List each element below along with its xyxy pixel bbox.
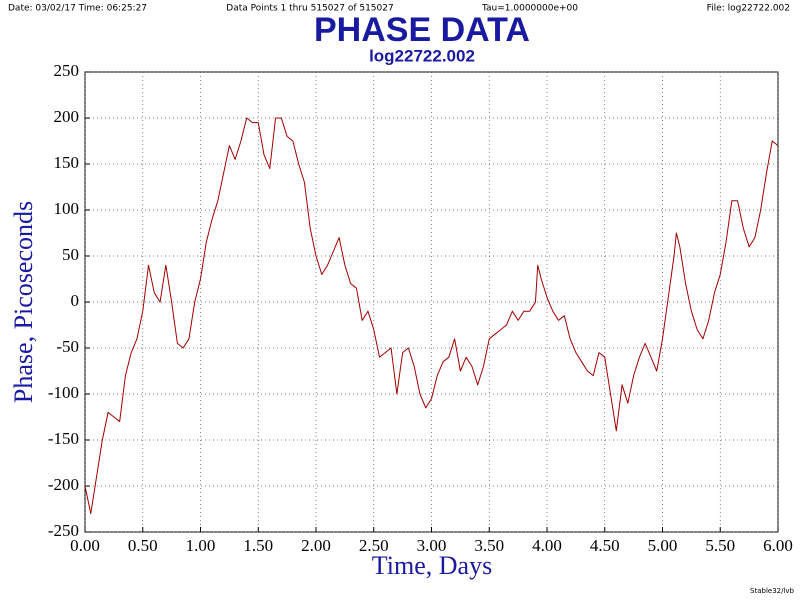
y-axis-label: Phase, Picoseconds <box>9 201 38 403</box>
y-tick-label: -200 <box>48 475 79 494</box>
x-tick-label: 0.50 <box>128 536 158 555</box>
footer: Stable32/lvb <box>750 587 795 595</box>
x-tick-label: 5.00 <box>648 536 678 555</box>
x-tick-label: 4.50 <box>590 536 620 555</box>
chart-title: PHASE DATA <box>314 11 530 49</box>
chart-subtitle: log22722.002 <box>369 46 475 65</box>
x-tick-label: 1.50 <box>243 536 273 555</box>
x-tick-label: 1.00 <box>186 536 216 555</box>
y-tick-label: 250 <box>54 61 80 80</box>
header-date: Date: 03/02/17 Time: 06:25:27 <box>8 4 147 14</box>
y-tick-label: 100 <box>54 199 80 218</box>
x-tick-label: 6.00 <box>763 536 793 555</box>
header-file: File: log22722.002 <box>707 4 790 14</box>
y-tick-label: -150 <box>48 429 79 448</box>
x-tick-label: 3.00 <box>417 536 447 555</box>
y-tick-label: 50 <box>62 245 79 264</box>
x-tick-label: 4.00 <box>532 536 562 555</box>
x-tick-label: 2.00 <box>301 536 331 555</box>
y-tick-label: 200 <box>54 107 80 126</box>
x-tick-label: 0.00 <box>70 536 100 555</box>
x-axis-label: Time, Days <box>372 551 492 580</box>
x-tick-label: 3.50 <box>474 536 504 555</box>
x-tick-label: 5.50 <box>705 536 735 555</box>
y-tick-label: 150 <box>54 153 80 172</box>
y-tick-label: -100 <box>48 383 79 402</box>
x-tick-label: 2.50 <box>359 536 389 555</box>
phase-line <box>84 117 779 515</box>
header-tau: Tau=1.0000000e+00 <box>481 4 578 14</box>
y-tick-label: -50 <box>56 337 79 356</box>
y-tick-label: -250 <box>48 521 79 540</box>
header-points: Data Points 1 thru 515027 of 515027 <box>226 4 393 14</box>
y-tick-label: 0 <box>71 291 80 310</box>
